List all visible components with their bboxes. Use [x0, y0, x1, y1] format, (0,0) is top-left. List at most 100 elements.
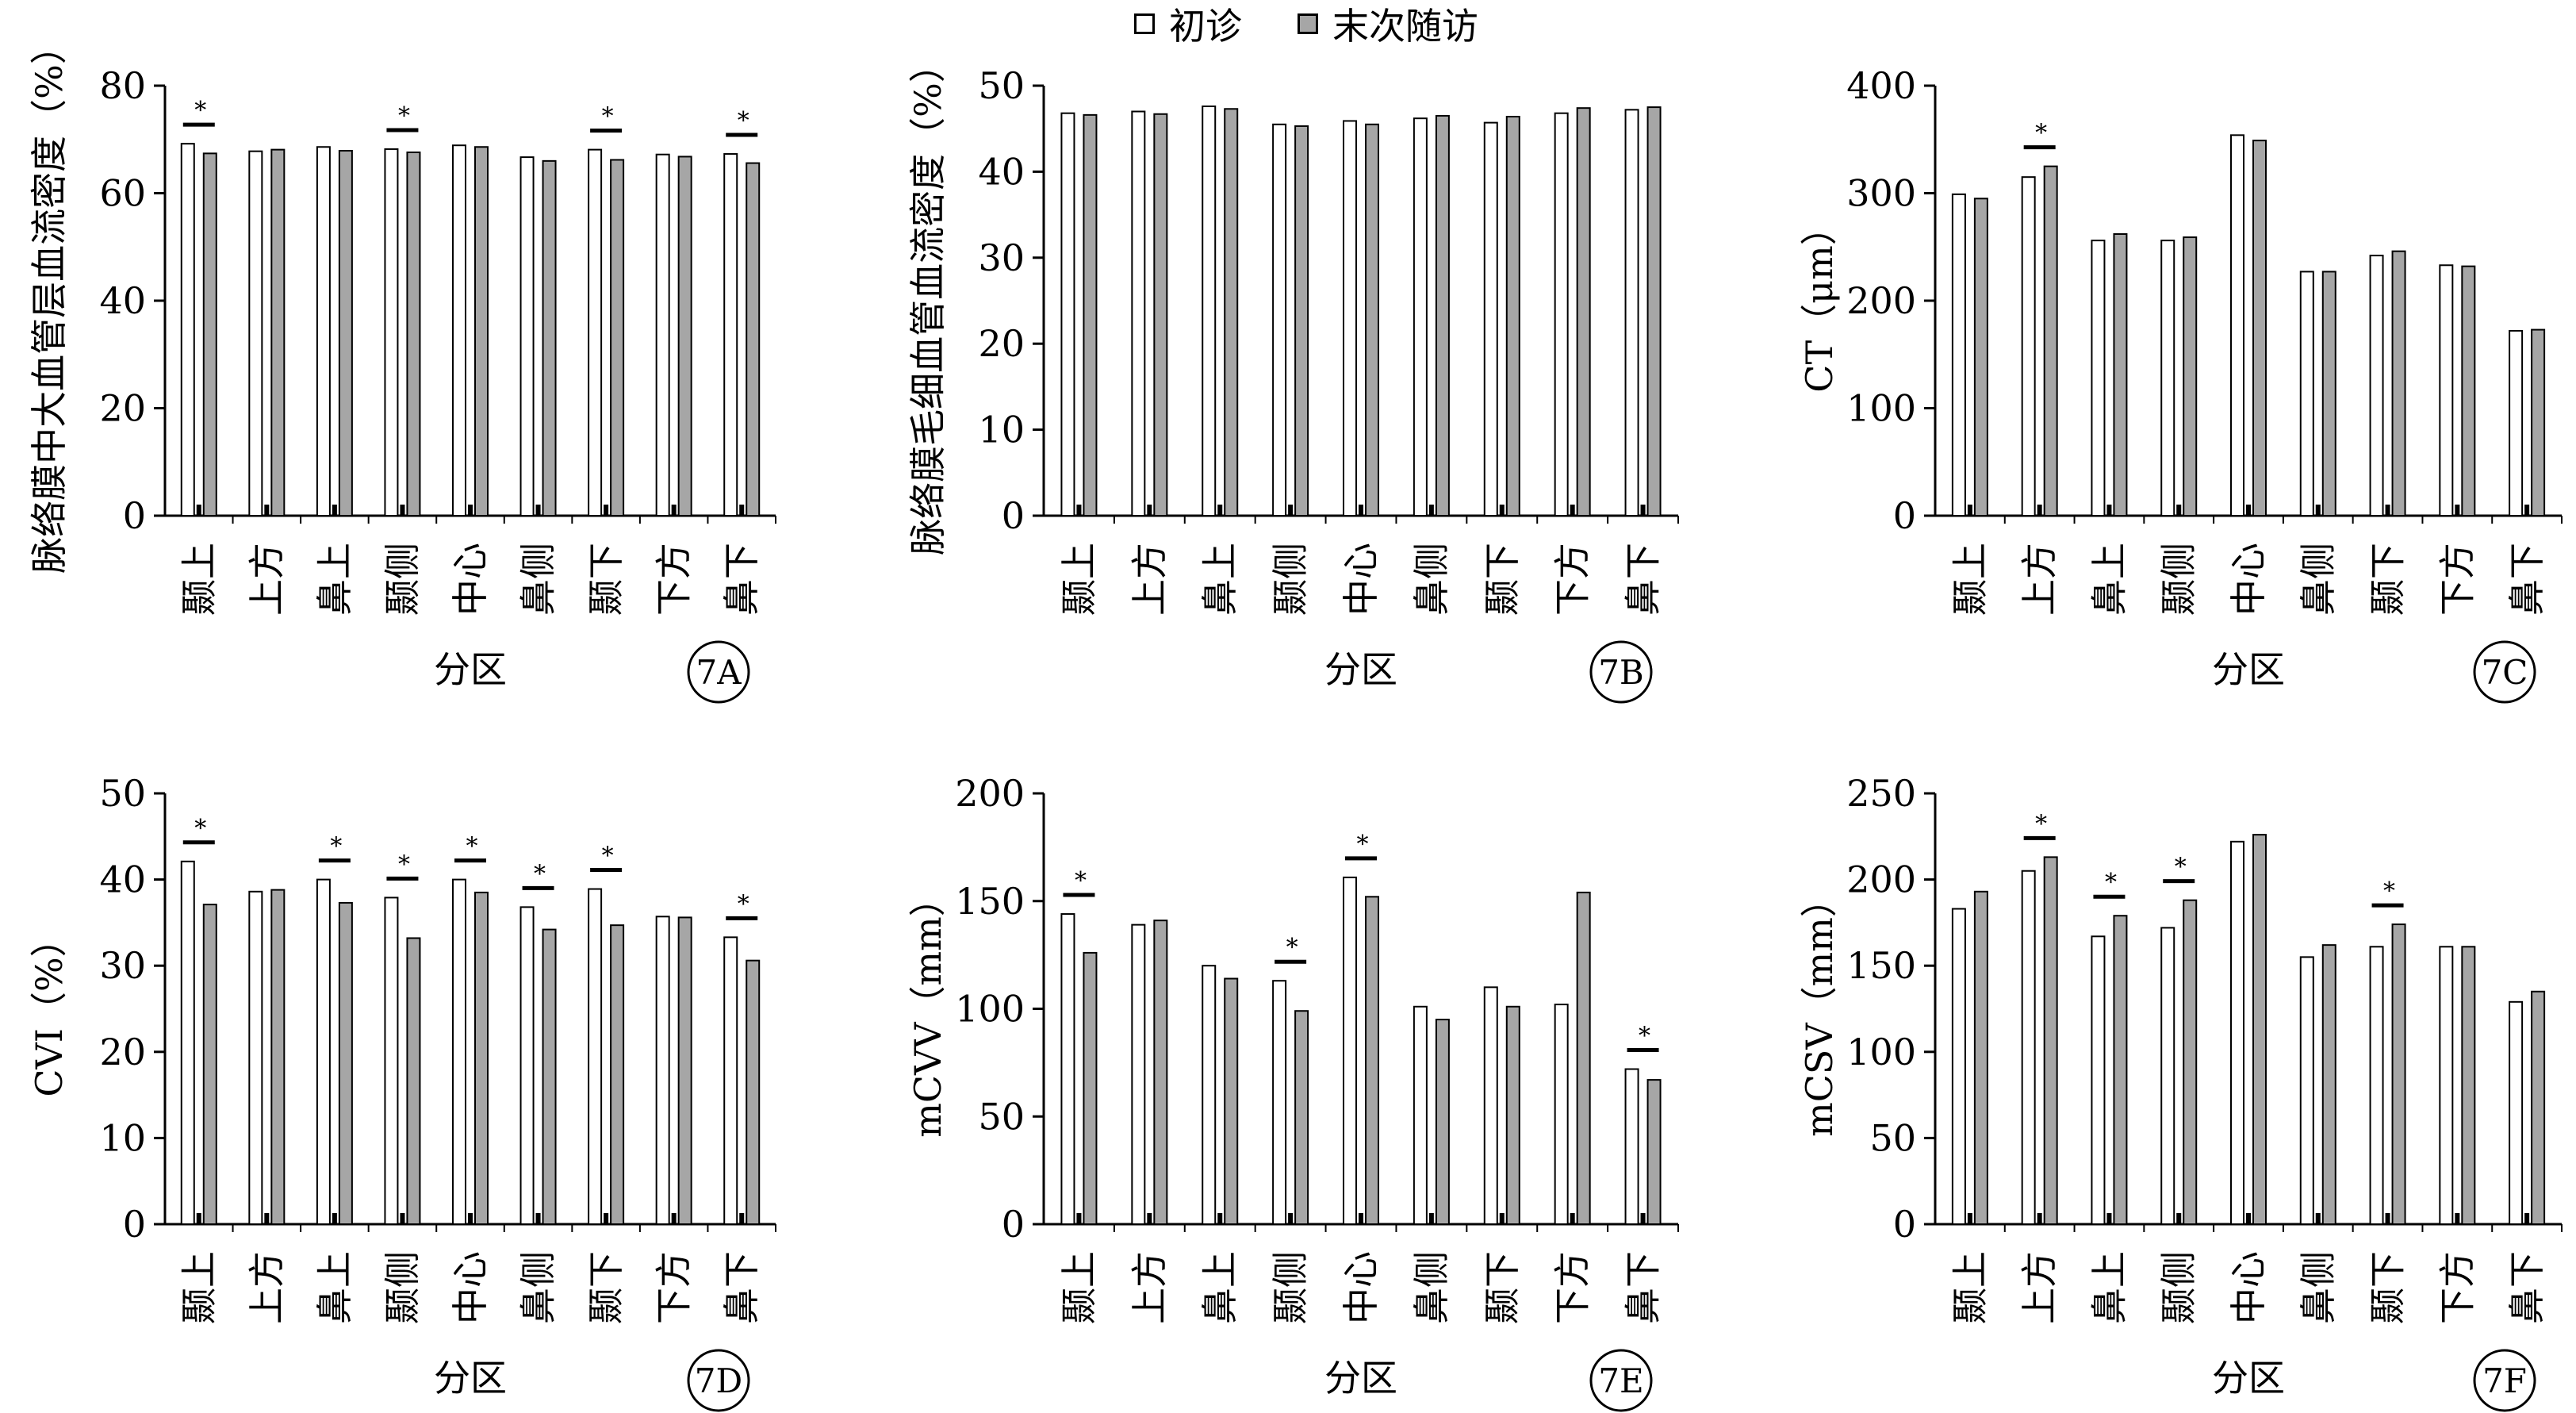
y-tick-label: 20: [99, 1031, 146, 1073]
y-tick-label: 60: [99, 172, 146, 215]
panel-label-circle: [1589, 1349, 1653, 1412]
category-label: 鼻下: [2505, 1251, 2548, 1324]
base-marker: [1499, 505, 1505, 516]
bar-final: [202, 904, 217, 1225]
bar-initial: [384, 897, 399, 1225]
y-tick-label: 0: [1893, 494, 1916, 537]
bar-final: [1294, 125, 1309, 516]
bar-final: [1365, 896, 1379, 1225]
category-label: 鼻侧: [2297, 1251, 2340, 1324]
y-tick-label: 50: [99, 772, 146, 815]
category-label: 鼻上: [2087, 543, 2130, 616]
y-tick-label: 150: [1846, 944, 1916, 987]
bar-final: [542, 159, 557, 516]
bar-final: [1576, 891, 1591, 1225]
bar-final: [1224, 977, 1239, 1225]
bar-final: [2391, 923, 2406, 1226]
panel-label: 7A: [696, 653, 742, 692]
bar-initial: [1272, 980, 1287, 1225]
bar-final: [610, 159, 625, 516]
category-label: 颞侧: [1269, 1251, 1312, 1324]
x-axis-label: 分区: [2212, 648, 2285, 691]
y-tick-label: 20: [978, 322, 1025, 365]
bar-initial: [1624, 109, 1639, 517]
base-marker: [604, 1213, 609, 1224]
base-marker: [671, 505, 677, 516]
bar-final: [2252, 834, 2267, 1226]
bar-final: [1505, 1005, 1520, 1226]
y-tick-label: 30: [978, 236, 1025, 279]
base-marker: [1359, 1213, 1363, 1224]
significance-star: *: [398, 850, 410, 878]
bar-initial: [2160, 240, 2175, 516]
base-marker: [1217, 505, 1223, 516]
bar-final: [1083, 113, 1098, 517]
base-marker: [1499, 1213, 1505, 1224]
panel-label: 7B: [1598, 653, 1644, 692]
bar-final: [1224, 108, 1239, 516]
y-tick-label: 80: [99, 64, 146, 107]
bar-final: [2531, 990, 2546, 1226]
y-tick-label: 0: [123, 494, 146, 537]
base-marker: [1570, 1213, 1575, 1224]
chart-panel-7C: 0 100 200 300 400 CT（μm） 颞上 上方 * 鼻上 颞侧 中心 鼻侧 颞下 下方 鼻下分区…: [1798, 64, 2563, 704]
y-tick-label: 200: [1846, 279, 1916, 322]
category-label: 中心: [449, 1251, 492, 1324]
bar-initial: [2021, 870, 2036, 1225]
category-label: 上方: [2018, 543, 2061, 616]
base-marker: [1147, 1213, 1152, 1224]
bar-initial: [1554, 112, 1569, 517]
base-marker: [535, 1213, 541, 1224]
base-marker: [2385, 1213, 2390, 1224]
bar-final: [2321, 271, 2336, 516]
bar-initial: [316, 146, 331, 517]
legend-label-initial: 初诊: [1169, 5, 1242, 48]
category-label: 中心: [449, 543, 492, 616]
category-label: 鼻侧: [517, 543, 560, 616]
bar-initial: [1951, 193, 1966, 516]
bar-initial: [1483, 121, 1498, 516]
bar-initial: [2160, 927, 2175, 1226]
bar-final: [2252, 140, 2267, 516]
category-label: 鼻上: [313, 543, 356, 616]
significance-star: *: [1357, 831, 1369, 858]
base-marker: [196, 505, 201, 516]
panel-label: 7C: [2482, 653, 2528, 692]
bar-final: [1294, 1010, 1309, 1225]
category-label: 鼻侧: [1410, 1251, 1453, 1324]
bar-initial: [2439, 946, 2454, 1225]
x-axis-label: 分区: [2212, 1357, 2285, 1400]
bar-final: [2461, 265, 2476, 516]
panel-label-circle: [2473, 640, 2536, 704]
panel-label: 7E: [1598, 1361, 1643, 1400]
bar-initial: [1060, 913, 1075, 1226]
base-marker: [2037, 505, 2042, 516]
category-label: 颞上: [178, 1251, 220, 1324]
bar-initial: [1951, 908, 1966, 1226]
category-label: 鼻上: [1198, 543, 1241, 616]
significance-star: *: [602, 843, 614, 870]
category-label: 颞下: [2367, 543, 2409, 616]
category-label: 鼻上: [1198, 1251, 1241, 1324]
base-marker: [671, 1213, 677, 1224]
significance-star: *: [330, 833, 342, 861]
category-label: 颞上: [178, 543, 220, 616]
base-marker: [535, 505, 541, 516]
bar-final: [746, 959, 761, 1225]
significance-star: *: [2035, 810, 2047, 838]
x-axis-label: 分区: [434, 648, 507, 691]
category-label: 下方: [2436, 543, 2478, 616]
bar-initial: [723, 936, 738, 1226]
base-marker: [468, 1213, 473, 1224]
base-marker: [1288, 505, 1294, 516]
bar-initial: [519, 156, 535, 516]
bar-final: [1973, 198, 1988, 516]
base-marker: [264, 505, 270, 516]
base-marker: [400, 505, 405, 516]
base-marker: [1076, 505, 1082, 516]
category-label: 上方: [245, 1251, 288, 1324]
y-axis-label: CT（μm）: [1798, 209, 1841, 392]
legend-item-final: 末次随访: [1298, 0, 1478, 50]
category-label: 中心: [1340, 1251, 1382, 1324]
